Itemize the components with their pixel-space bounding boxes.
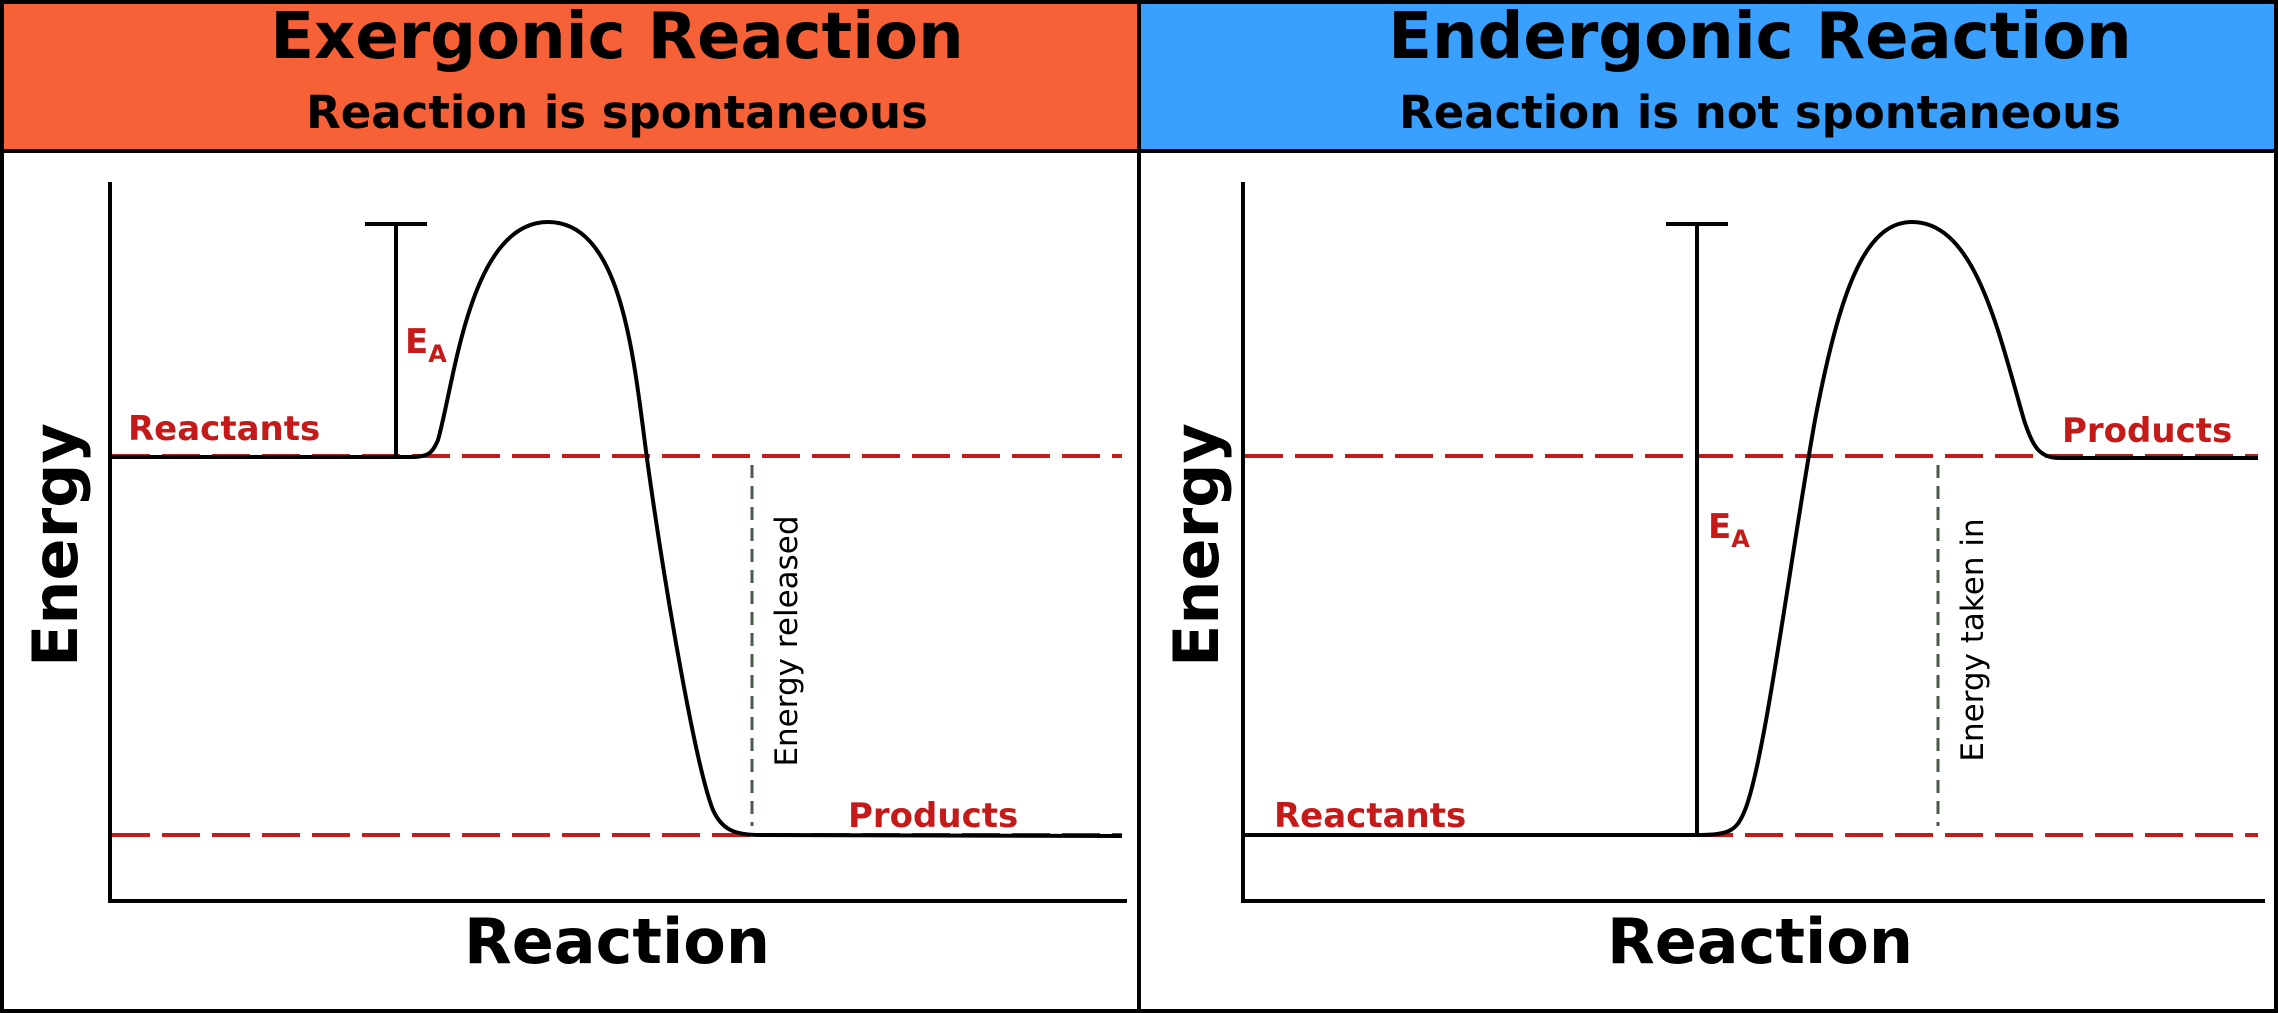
exergonic-activation-energy-label: EA bbox=[405, 322, 447, 368]
exergonic-title: Exergonic Reaction bbox=[270, 0, 963, 74]
endergonic-reaction-curve bbox=[1245, 219, 2258, 837]
endergonic-products-label: Products bbox=[2062, 411, 2232, 451]
exergonic-energy-released-label: Energy released bbox=[769, 515, 805, 766]
endergonic-x-axis-title: Reaction bbox=[1607, 905, 1913, 978]
endergonic-y-axis-title: Energy bbox=[1160, 423, 1233, 667]
exergonic-panel: Exergonic Reaction Reaction is spontaneo… bbox=[2, 0, 1139, 978]
exergonic-y-axis-title: Energy bbox=[19, 423, 92, 667]
endergonic-title: Endergonic Reaction bbox=[1388, 0, 2131, 74]
endergonic-subtitle: Reaction is not spontaneous bbox=[1399, 86, 2121, 139]
exergonic-x-axis-title: Reaction bbox=[464, 905, 770, 978]
endergonic-panel: Endergonic Reaction Reaction is not spon… bbox=[1139, 0, 2276, 978]
endergonic-header-background bbox=[1139, 2, 2276, 150]
endergonic-energy-taken-label: Energy taken in bbox=[1955, 518, 1991, 761]
exergonic-header-background bbox=[2, 2, 1139, 150]
endergonic-reactants-label: Reactants bbox=[1274, 796, 1466, 836]
exergonic-products-label: Products bbox=[848, 796, 1018, 836]
endergonic-activation-energy-label: EA bbox=[1708, 507, 1750, 553]
exergonic-reaction-curve bbox=[112, 219, 1123, 838]
exergonic-reactants-label: Reactants bbox=[128, 409, 320, 449]
exergonic-subtitle: Reaction is spontaneous bbox=[306, 86, 928, 139]
